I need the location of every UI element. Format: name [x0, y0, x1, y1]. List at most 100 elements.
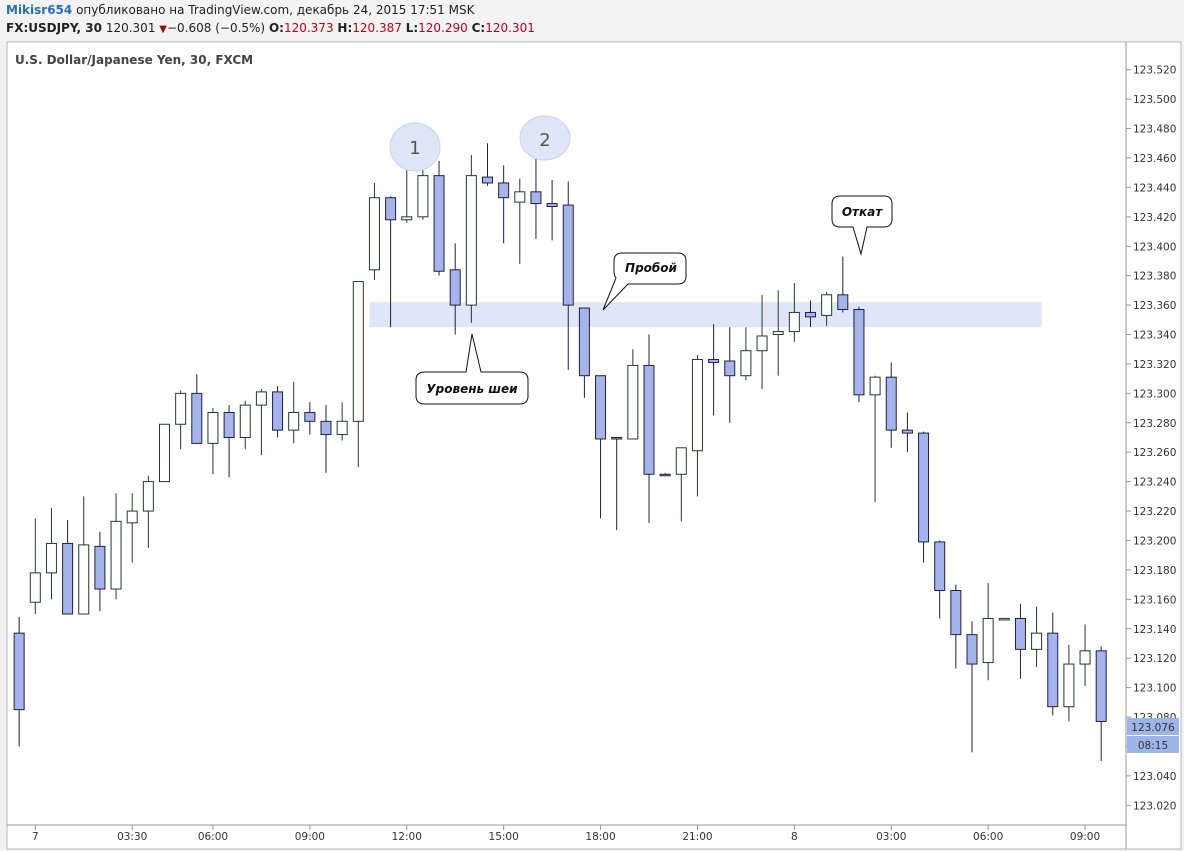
candle	[175, 390, 187, 450]
candle	[94, 531, 106, 612]
callout-breakout-text: Пробой	[625, 261, 678, 275]
candle-body	[1095, 650, 1107, 722]
candle-body	[304, 411, 316, 422]
neckline-band	[369, 302, 1042, 328]
candle	[708, 324, 720, 416]
x-tick-label: 06:00	[973, 831, 1003, 843]
y-tick-label: 123.140	[1133, 624, 1176, 636]
symbol-label: FX:USDJPY, 30	[6, 21, 102, 35]
time-tag-bg	[1127, 736, 1179, 753]
candle	[805, 300, 816, 328]
peak-1-marker: 1	[389, 122, 441, 172]
candle-body	[578, 307, 590, 377]
candle-body	[255, 391, 267, 406]
candle-body	[191, 392, 203, 444]
candle-body	[465, 175, 477, 306]
candle-body	[336, 420, 348, 436]
candle-body	[595, 375, 607, 440]
x-tick-label: 7	[32, 831, 39, 843]
candle-body	[401, 216, 413, 221]
candle-body	[288, 411, 300, 431]
candle-body	[320, 420, 332, 436]
y-tick-label: 123.420	[1133, 212, 1176, 224]
candle-body	[611, 437, 623, 440]
price-tag-bg	[1127, 718, 1179, 735]
candle-body	[885, 376, 897, 431]
candle	[691, 355, 703, 497]
ohlc-line: FX:USDJPY, 30 120.301 ▼−0.608 (−0.5%) O:…	[6, 21, 535, 35]
candle	[514, 178, 526, 264]
candle	[562, 181, 574, 370]
candle-body	[788, 311, 800, 333]
candle-body	[934, 541, 946, 591]
candle-body	[918, 432, 930, 543]
candle-body	[352, 281, 364, 422]
callout-neckline-text: Уровень шеи	[426, 382, 518, 396]
candle-body	[94, 545, 106, 590]
price-tag-text: 123.076	[1131, 722, 1175, 734]
author-link[interactable]: Mikisr654	[6, 3, 73, 17]
candle	[901, 412, 913, 453]
x-tick-label: 06:00	[198, 831, 228, 843]
candle-body	[1079, 650, 1091, 665]
y-tick-label: 123.520	[1133, 65, 1176, 77]
candle-body	[740, 350, 752, 377]
candlestick-chart[interactable]: U.S. Dollar/Japanese Yen, 30, FXCM 123.0…	[0, 40, 1184, 851]
candle-body	[514, 191, 526, 203]
chart-frame	[6, 41, 1182, 850]
candle	[126, 493, 138, 563]
low-label: L:	[405, 21, 419, 35]
candle	[159, 423, 170, 483]
candle-body	[175, 392, 187, 425]
candle-body	[142, 481, 154, 512]
candle-body	[982, 617, 994, 664]
y-tick-label: 123.360	[1133, 300, 1176, 312]
candle-body	[13, 632, 25, 711]
candle-body	[805, 311, 816, 318]
candle-body	[78, 544, 90, 615]
candle-body	[869, 376, 881, 396]
candle	[465, 155, 477, 323]
candle	[595, 375, 607, 519]
candle	[611, 437, 623, 531]
candle	[740, 327, 752, 381]
candle-body	[1014, 617, 1026, 650]
peak-2-label: 2	[539, 130, 550, 151]
candle	[530, 153, 542, 239]
candle	[401, 169, 413, 223]
candle	[1014, 603, 1026, 679]
candle	[821, 291, 833, 326]
candle	[1031, 606, 1043, 667]
candle	[191, 374, 203, 444]
candle-body	[498, 182, 510, 199]
candle	[498, 165, 510, 244]
y-tick-label: 123.100	[1133, 683, 1176, 695]
peak-2-marker: 2	[519, 115, 571, 161]
candle-body	[1047, 632, 1059, 708]
y-tick-label: 123.300	[1133, 388, 1176, 400]
candle	[982, 583, 994, 681]
callout-pullback: Откат	[831, 195, 893, 256]
candle-body	[159, 423, 170, 483]
candle	[675, 447, 687, 522]
candle-body	[29, 572, 41, 603]
candle	[482, 143, 493, 186]
x-tick-label: 09:00	[295, 831, 325, 843]
last-price: 120.301	[105, 21, 156, 35]
candle	[1095, 646, 1107, 762]
candle	[255, 388, 267, 456]
x-tick-label: 09:00	[1070, 831, 1100, 843]
y-tick-label: 123.460	[1133, 153, 1176, 165]
candle	[837, 256, 849, 313]
candle-body	[901, 429, 913, 434]
y-tick-label: 123.020	[1133, 800, 1176, 812]
price-change: −0.608 (−0.5%)	[166, 21, 266, 35]
candle-body	[368, 197, 380, 271]
candle	[352, 281, 364, 467]
candle	[885, 362, 897, 448]
candle	[643, 334, 655, 523]
callout-pullback-text: Откат	[842, 205, 883, 219]
open-value: 120.373	[283, 21, 334, 35]
candle	[966, 621, 978, 753]
candle	[433, 160, 445, 276]
